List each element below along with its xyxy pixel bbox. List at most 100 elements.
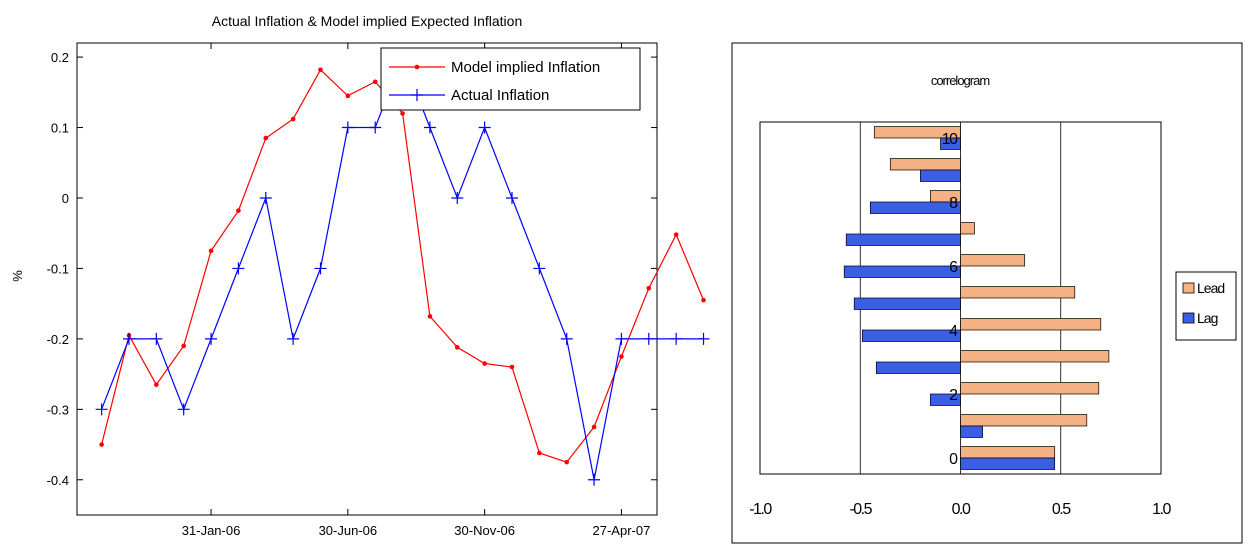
bar-lag xyxy=(853,297,961,310)
data-point xyxy=(345,93,351,99)
data-point xyxy=(181,343,186,349)
y-tick-label: 6 xyxy=(949,259,958,276)
bar-lag xyxy=(845,233,961,246)
x-tick-label: -1.0 xyxy=(749,501,772,518)
line-chart-plot-area xyxy=(76,42,658,516)
line-chart-y-label: % xyxy=(10,270,25,282)
bar-lead xyxy=(960,254,1026,267)
bar-lead xyxy=(960,350,1110,363)
data-point xyxy=(318,67,323,73)
line-chart-x-axis: 31-Jan-06 30-Jun-06 30-Nov-06 27-Apr-07 xyxy=(182,43,651,538)
data-point xyxy=(400,111,405,116)
data-point xyxy=(615,332,628,345)
y-tick-label: -0.3 xyxy=(47,402,69,417)
data-point xyxy=(314,262,327,275)
legend-model-marker xyxy=(414,64,420,70)
line-chart-legend-box xyxy=(380,47,641,111)
data-point xyxy=(537,450,542,456)
data-point xyxy=(177,403,190,416)
x-tick-label: -0.5 xyxy=(849,501,872,518)
y-tick-label: 0.2 xyxy=(51,50,69,65)
data-point xyxy=(99,442,104,447)
line-chart-legend: Model implied Inflation Actual Inflation xyxy=(380,47,641,111)
data-point xyxy=(122,332,135,345)
x-tick-label: 0.0 xyxy=(952,501,971,518)
correlogram-title: correlogram xyxy=(931,73,990,88)
correlogram-bars xyxy=(843,126,1110,470)
bar-lead xyxy=(960,318,1102,331)
data-point xyxy=(509,364,515,370)
bar-lead xyxy=(873,126,961,139)
data-point xyxy=(290,116,296,122)
legend-lead-label: Lead xyxy=(1197,280,1224,296)
data-point xyxy=(564,459,570,465)
bar-lag xyxy=(920,169,961,182)
correlogram-x-axis: -1.0 -0.5 0.0 0.5 1.0 xyxy=(749,501,1173,518)
y-tick-label: 0 xyxy=(62,191,69,206)
data-point xyxy=(670,332,683,345)
data-point xyxy=(372,79,378,85)
data-point xyxy=(591,424,597,430)
data-point xyxy=(619,354,624,359)
legend-actual-marker xyxy=(411,89,423,101)
correlogram-y-axis: 0 2 4 6 8 10 xyxy=(942,131,960,468)
legend-actual-label: Actual Inflation xyxy=(451,87,549,104)
x-tick-label: 0.5 xyxy=(1052,501,1071,518)
data-point xyxy=(259,191,272,204)
bar-lead xyxy=(960,382,1100,395)
data-point xyxy=(646,285,652,291)
data-point xyxy=(150,332,163,345)
bar-lead xyxy=(960,446,1056,459)
bar-lead xyxy=(960,222,975,235)
line-chart-series xyxy=(95,51,710,486)
data-point xyxy=(208,248,214,254)
data-point xyxy=(263,135,269,141)
data-point xyxy=(451,191,464,204)
data-point xyxy=(95,403,108,416)
bar-lead xyxy=(960,286,1076,299)
data-point xyxy=(427,314,433,319)
legend-lag-swatch xyxy=(1182,312,1195,324)
legend-model-label: Model implied Inflation xyxy=(451,59,600,76)
data-point xyxy=(482,361,487,366)
bar-lead xyxy=(889,158,961,171)
bar-lag xyxy=(960,425,983,438)
x-tick-label: 27-Apr-07 xyxy=(593,523,651,538)
bar-lag xyxy=(869,201,961,214)
legend-lag-label: Lag xyxy=(1197,310,1218,326)
data-point xyxy=(205,332,218,345)
bar-lag xyxy=(875,361,961,374)
data-point xyxy=(478,121,491,134)
y-tick-label: 2 xyxy=(949,387,958,404)
bar-lag xyxy=(960,457,1056,470)
y-tick-label: 4 xyxy=(949,323,958,340)
x-tick-label: 30-Nov-06 xyxy=(454,523,515,538)
data-point xyxy=(642,332,655,345)
series-line-actual xyxy=(101,55,704,480)
x-tick-label: 1.0 xyxy=(1152,501,1171,518)
data-point xyxy=(697,332,710,345)
data-point xyxy=(588,473,601,486)
data-point xyxy=(236,208,241,213)
correlogram-legend: Lead Lag xyxy=(1175,271,1237,341)
data-point xyxy=(701,297,706,303)
bar-lead xyxy=(960,414,1088,427)
line-chart-title: Actual Inflation & Model implied Expecte… xyxy=(212,13,523,29)
data-point xyxy=(454,345,460,350)
x-tick-label: 30-Jun-06 xyxy=(319,523,378,538)
data-point xyxy=(341,121,354,134)
line-chart: Actual Inflation & Model implied Expecte… xyxy=(10,13,710,538)
data-point xyxy=(287,332,300,345)
data-point xyxy=(673,232,679,237)
data-point xyxy=(154,382,159,387)
y-tick-label: -0.1 xyxy=(47,261,69,276)
data-point xyxy=(232,262,245,275)
data-point xyxy=(533,262,546,275)
bar-lag xyxy=(940,137,961,150)
y-tick-label: 0.1 xyxy=(51,121,69,136)
y-tick-label: -0.2 xyxy=(47,332,69,347)
line-chart-y-axis: -0.4 -0.3 -0.2 -0.1 0 0.1 0.2 xyxy=(47,50,657,488)
bar-lag xyxy=(930,393,961,406)
data-point xyxy=(423,121,436,134)
